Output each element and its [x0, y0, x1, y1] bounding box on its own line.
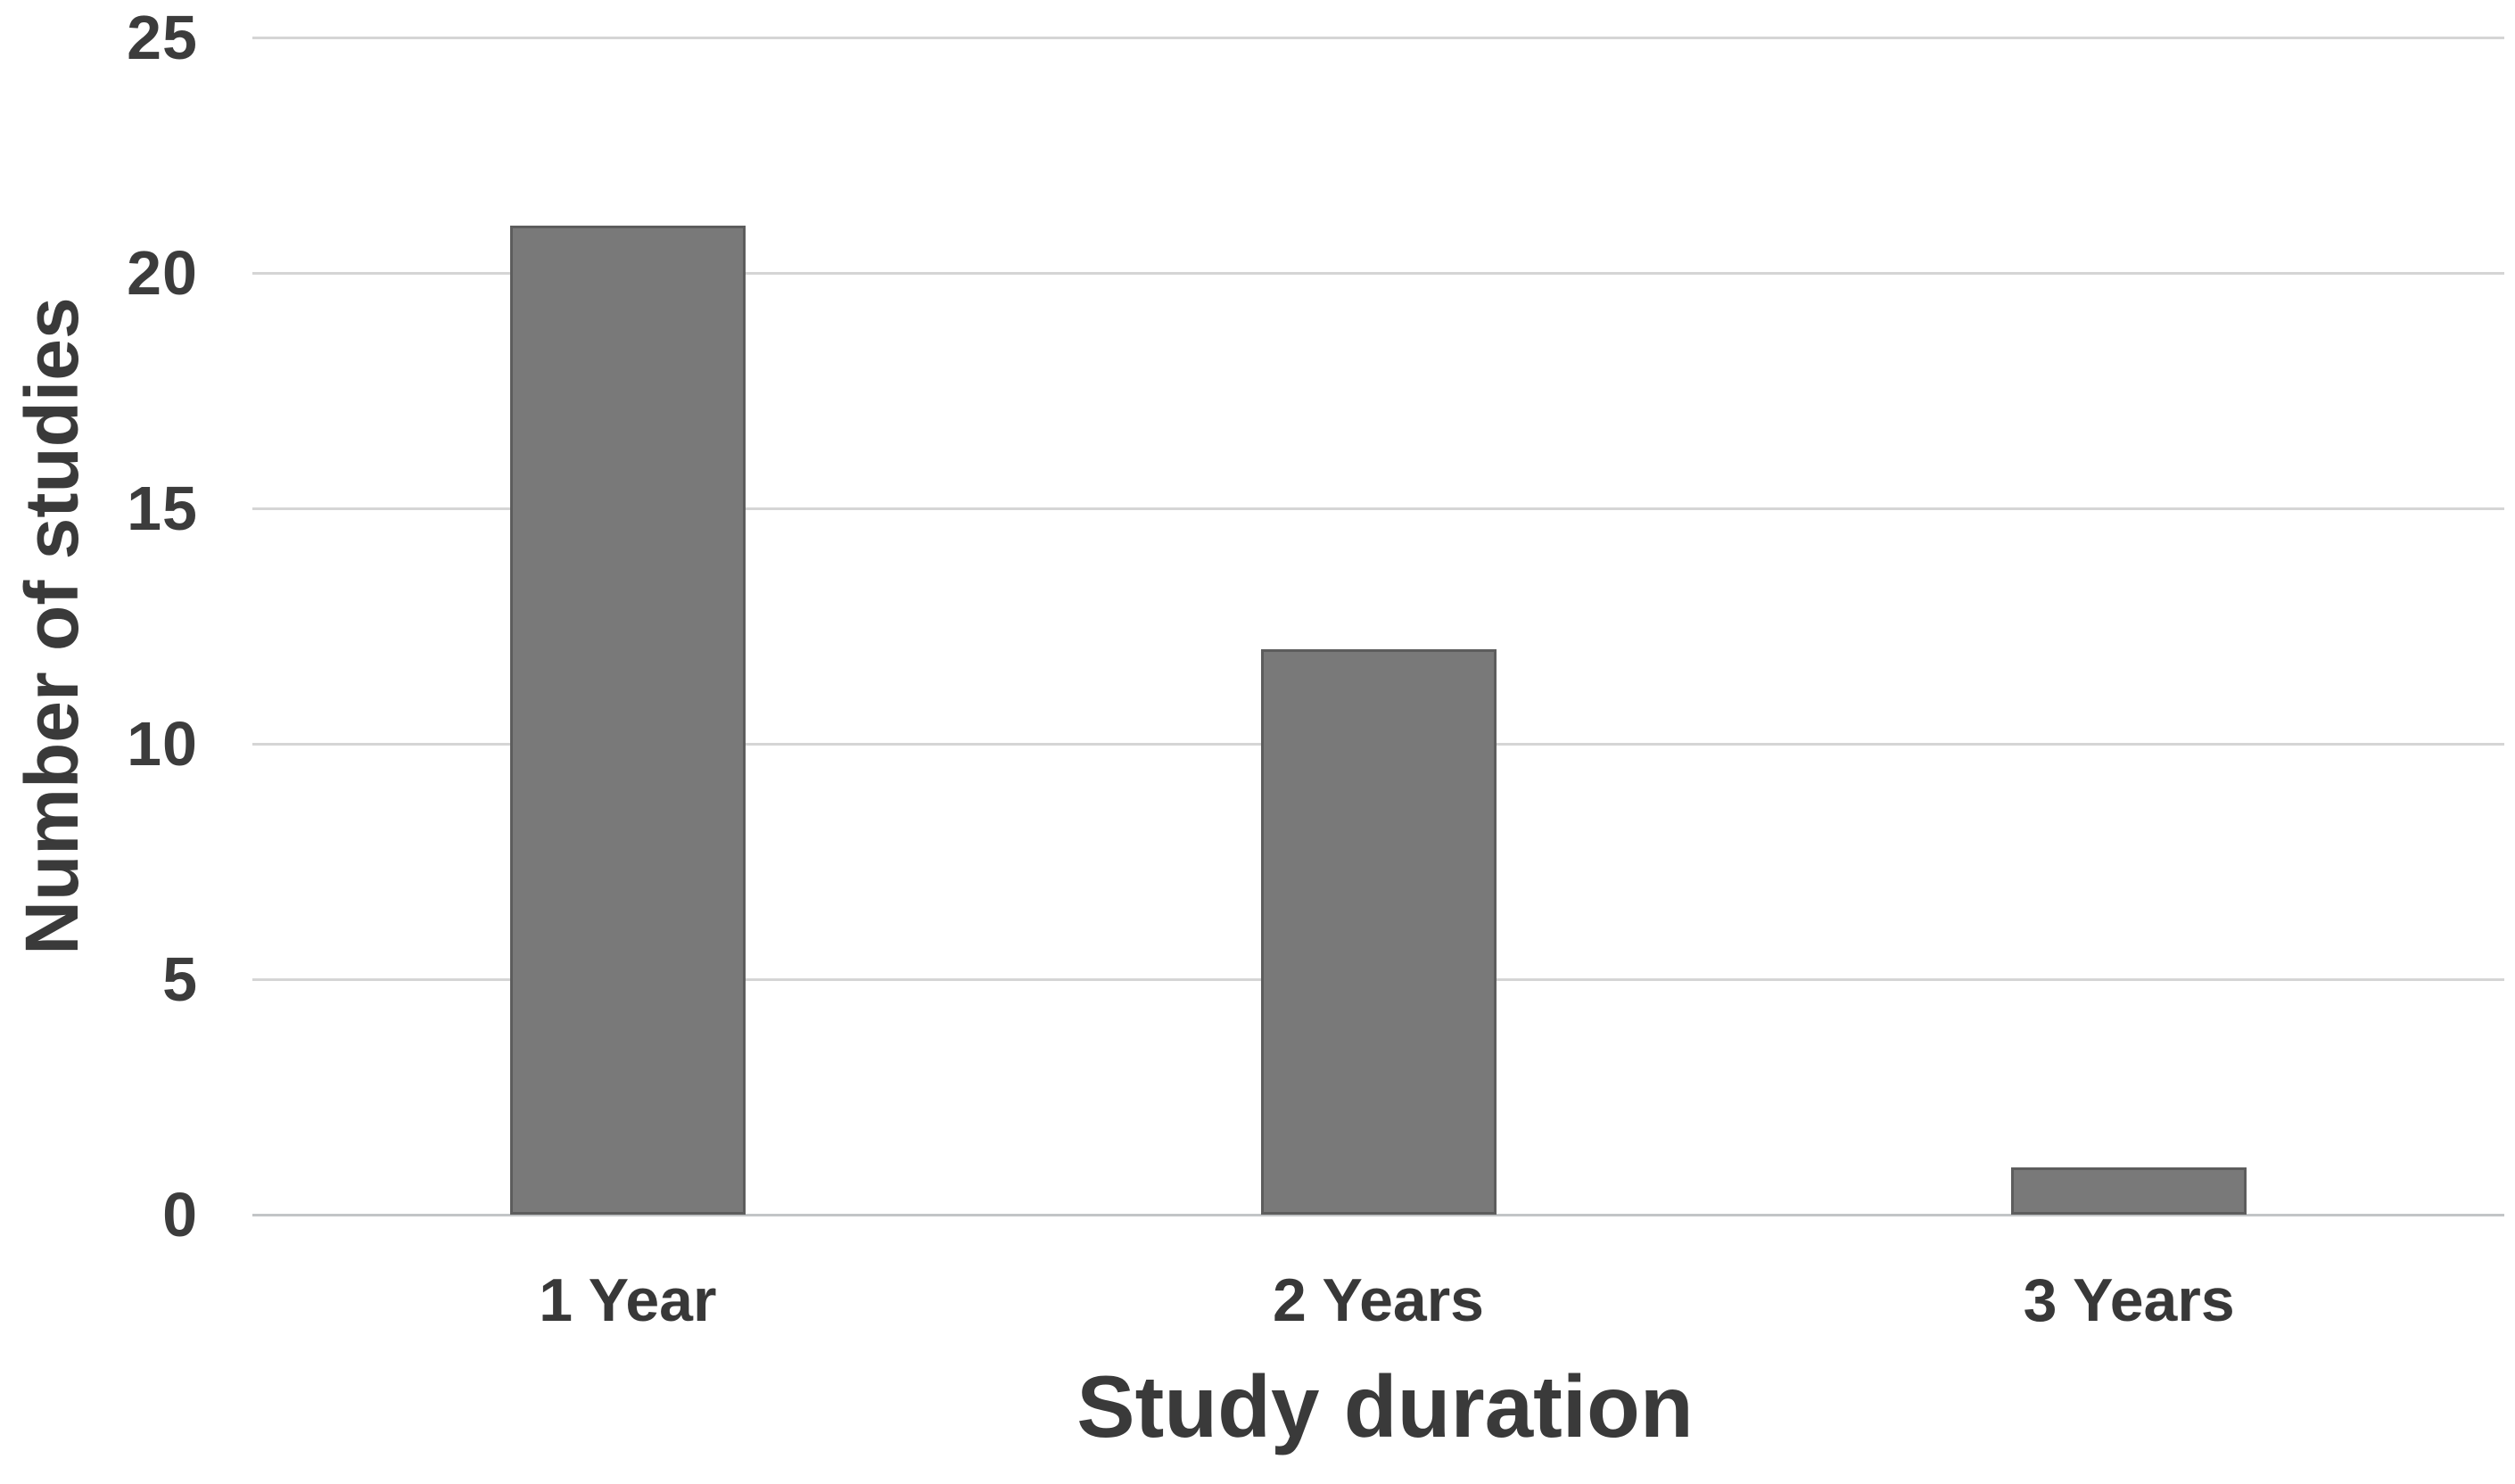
plot-area [252, 36, 2504, 1216]
bar-2-years [1260, 649, 1497, 1215]
y-axis-tick-label-10: 10 [127, 709, 198, 779]
gridline-y-15 [252, 507, 2504, 510]
x-axis-category-label-1-year: 1 Year [539, 1266, 717, 1334]
gridline-y-20 [252, 271, 2504, 275]
y-axis-tick-label-0: 0 [162, 1180, 198, 1249]
y-axis-tick-label-20: 20 [127, 238, 198, 308]
x-axis-category-label-3-years: 3 Years [2023, 1266, 2235, 1334]
x-axis-category-label-2-years: 2 Years [1272, 1266, 1485, 1334]
bar-3-years [2011, 1167, 2247, 1215]
bar-1-year [509, 226, 746, 1215]
gridline-y-25 [252, 36, 2504, 39]
x-axis-title: Study duration [1076, 1357, 1694, 1455]
y-axis-tick-label-25: 25 [127, 3, 198, 72]
y-axis-title: Number of studies [10, 297, 94, 955]
gridline-y-0 [252, 1213, 2504, 1216]
y-axis-tick-label-5: 5 [162, 944, 198, 1014]
y-axis-tick-label-15: 15 [127, 474, 198, 543]
